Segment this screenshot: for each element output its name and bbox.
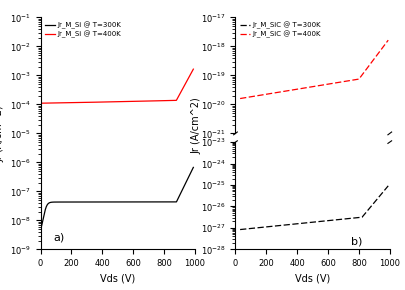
Jr_M_SiC @ T=400K <box>309 85 314 88</box>
Jr_M_SiC @ T=400K <box>237 97 242 100</box>
Y-axis label: Jr (A/cm^2): Jr (A/cm^2) <box>0 105 4 162</box>
Jr_M_Si @ T=400K <box>190 68 195 72</box>
Jr_M_SiC @ T=300K <box>385 249 390 252</box>
Jr_M_SiC @ T=400K <box>380 44 385 48</box>
Text: a): a) <box>53 232 64 242</box>
Jr_M_SiC @ T=400K <box>305 86 310 89</box>
Jr_M_Si @ T=300K <box>190 166 195 169</box>
Jr_M_SiC @ T=400K <box>385 39 390 42</box>
Line: Jr_M_SiC @ T=300K: Jr_M_SiC @ T=300K <box>239 251 387 290</box>
X-axis label: Vds (V): Vds (V) <box>100 274 135 284</box>
Line: Jr_M_SiC @ T=400K: Jr_M_SiC @ T=400K <box>239 40 387 99</box>
Y-axis label: Jr (A/cm^2): Jr (A/cm^2) <box>191 98 201 154</box>
Line: Jr_M_Si @ T=300K: Jr_M_Si @ T=300K <box>41 167 193 227</box>
Jr_M_Si @ T=300K <box>68 200 73 204</box>
Jr_M_Si @ T=400K <box>143 99 148 103</box>
Line: Jr_M_Si @ T=400K: Jr_M_Si @ T=400K <box>41 69 193 103</box>
Jr_M_Si @ T=400K <box>190 67 195 71</box>
Jr_M_Si @ T=400K <box>180 87 185 90</box>
Jr_M_SiC @ T=300K <box>381 256 386 259</box>
Jr_M_Si @ T=400K <box>173 99 177 102</box>
X-axis label: Vds (V): Vds (V) <box>294 274 329 284</box>
Jr_M_SiC @ T=400K <box>245 96 249 99</box>
Jr_M_Si @ T=400K <box>68 101 73 104</box>
Legend: Jr_M_SiC @ T=300K, Jr_M_SiC @ T=400K: Jr_M_SiC @ T=300K, Jr_M_SiC @ T=400K <box>239 21 321 39</box>
Jr_M_Si @ T=300K <box>180 187 185 191</box>
Jr_M_Si @ T=300K <box>143 200 148 204</box>
Jr_M_Si @ T=300K <box>39 225 44 229</box>
Jr_M_Si @ T=300K <box>190 166 195 170</box>
Jr_M_Si @ T=400K <box>132 99 136 103</box>
Jr_M_Si @ T=400K <box>39 102 44 105</box>
Jr_M_Si @ T=300K <box>132 200 136 204</box>
Jr_M_Si @ T=300K <box>173 200 177 204</box>
Jr_M_SiC @ T=400K <box>381 44 386 48</box>
Jr_M_SiC @ T=300K <box>380 256 385 259</box>
Legend: Jr_M_Si @ T=300K, Jr_M_Si @ T=400K: Jr_M_Si @ T=300K, Jr_M_Si @ T=400K <box>44 21 122 39</box>
Jr_M_SiC @ T=400K <box>354 78 358 81</box>
Text: b): b) <box>350 236 362 246</box>
